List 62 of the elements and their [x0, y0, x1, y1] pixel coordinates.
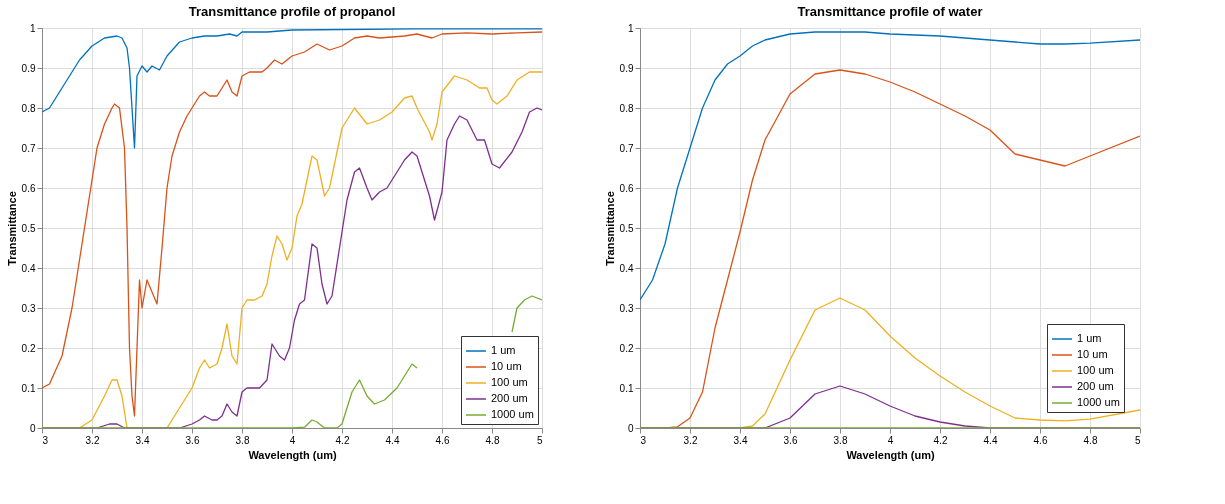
legend-label: 100 um	[1077, 364, 1114, 376]
y-tick-label: 0.8	[619, 102, 634, 114]
x-tick-label: 4	[289, 434, 296, 446]
legend-label: 1000 um	[1077, 396, 1120, 408]
y-tick-label: 0.1	[619, 382, 634, 394]
y-tick-label: 0.7	[21, 142, 36, 154]
y-tick-label: 0.3	[21, 302, 36, 314]
x-axis-title: Wavelength (um)	[846, 448, 935, 461]
y-tick-label: 0.4	[619, 262, 634, 274]
y-tick-label: 0.7	[619, 142, 634, 154]
y-axis-title: Transmittance	[603, 191, 616, 266]
x-tick-label: 3.6	[783, 434, 798, 446]
x-tick-label: 5	[536, 434, 543, 446]
y-tick-label: 0.2	[21, 342, 36, 354]
x-tick-label: 3.2	[683, 434, 698, 446]
y-axis-title: Transmittance	[5, 191, 18, 266]
legend-label: 10 um	[1077, 348, 1108, 360]
x-tick-label: 3.6	[185, 434, 200, 446]
y-tick-label: 0.5	[21, 222, 36, 234]
x-tick-label: 3.4	[135, 434, 150, 446]
legend-label: 200 um	[1077, 380, 1114, 392]
legend-label: 1 um	[491, 344, 516, 356]
x-tick-label: 4.8	[1083, 434, 1098, 446]
x-tick-label: 3.2	[85, 434, 100, 446]
x-tick-label: 4.2	[335, 434, 350, 446]
y-tick-label: 0.9	[21, 62, 36, 74]
x-tick-label: 4.4	[983, 434, 998, 446]
chart-title: Transmittance profile of water	[797, 4, 983, 19]
x-tick-label: 3	[42, 434, 49, 446]
legend-label: 100 um	[491, 376, 528, 388]
x-tick-label: 4.2	[933, 434, 948, 446]
legend-label: 1000 um	[491, 408, 534, 420]
line-series	[42, 28, 542, 149]
y-tick-label: 0	[29, 422, 36, 434]
x-tick-label: 4.6	[435, 434, 450, 446]
x-tick-label: 4	[887, 434, 894, 446]
x-tick-label: 3.4	[733, 434, 748, 446]
x-axis-title: Wavelength (um)	[248, 448, 337, 461]
x-tick-label: 4.6	[1033, 434, 1048, 446]
y-tick-label: 0.5	[619, 222, 634, 234]
y-tick-label: 0.1	[21, 382, 36, 394]
y-tick-label: 0.6	[619, 182, 634, 194]
y-tick-label: 0.2	[619, 342, 634, 354]
line-series	[640, 31, 1140, 301]
x-tick-label: 4.8	[485, 434, 500, 446]
y-tick-label: 0.6	[21, 182, 36, 194]
y-tick-label: 0.8	[21, 102, 36, 114]
legend-label: 10 um	[491, 360, 522, 372]
y-tick-label: 0.4	[21, 262, 36, 274]
x-tick-label: 3.8	[833, 434, 848, 446]
x-tick-label: 4.4	[385, 434, 400, 446]
y-tick-label: 0	[627, 422, 634, 434]
x-tick-label: 5	[1134, 434, 1141, 446]
legend-label: 200 um	[491, 392, 528, 404]
y-tick-label: 1	[627, 22, 634, 34]
legend-label: 1 um	[1077, 332, 1102, 344]
x-tick-label: 3.8	[235, 434, 250, 446]
x-tick-label: 3	[640, 434, 647, 446]
y-tick-label: 0.3	[619, 302, 634, 314]
y-tick-label: 1	[29, 22, 36, 34]
chart-title: Transmittance profile of propanol	[188, 4, 396, 19]
y-tick-label: 0.9	[619, 62, 634, 74]
